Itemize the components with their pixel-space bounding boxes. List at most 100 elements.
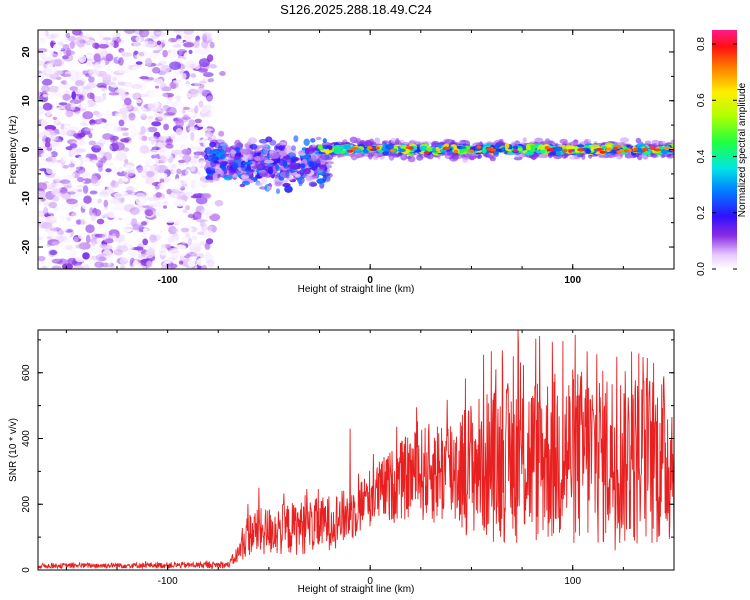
spectrogram-blob [58,229,65,236]
spectrogram-blob [103,199,109,208]
spectrogram-blob [395,138,400,145]
spectrogram-blob [118,166,123,173]
spectrogram-blob [104,122,116,126]
spectrogram-blob [167,49,172,54]
spectrogram-blob [157,113,168,121]
spectrogram-blob [194,118,202,124]
spectrogram-blob [267,166,274,175]
spectrogram-blob [38,70,43,74]
spectrogram-blob [122,132,129,137]
spectrogram-blob [93,53,101,62]
spectrogram-blob [303,138,310,146]
spectrogram-blob [201,40,209,49]
spectrogram-blob [61,155,69,165]
spectrogram-blob [98,44,109,49]
spectrogram-blob [99,151,104,159]
snr-y-ticks: 0 200 400 600 [21,339,674,573]
spectrogram-blob [87,58,94,62]
spectrogram-blob [577,148,584,152]
spectrogram-blob [82,34,92,39]
spectrogram-blob [69,61,81,67]
spectrogram-blob [185,168,190,178]
spectrogram-blob [181,236,187,245]
spectrogram-blob [155,192,162,198]
colorbar-label: Normalized spectral amplitude [737,82,748,217]
spectrogram-blob [299,152,306,156]
spectrogram-blob [75,219,88,225]
spectrogram-blob [160,182,165,186]
spectrogram-blob [423,151,430,155]
spectrogram-blob [513,156,523,161]
spectrogram-blob [273,145,278,151]
spectrogram-blob [180,83,191,92]
spectrogram-blob [188,49,193,55]
spectrogram-blob [536,150,541,154]
spectrogram-blob [137,207,144,215]
colorbar-gradient [712,30,737,269]
spectrogram-blob [78,31,84,37]
spectrogram-blob [142,193,150,201]
spectrogram-blob [38,60,45,67]
spectrogram-blob [175,118,184,128]
spectrogram-blob [390,149,396,153]
spectrogram-blob [115,202,125,211]
spectrogram-blob [598,155,606,159]
spectrogram-blob [65,80,74,85]
spectrogram-blob [197,87,206,94]
spectrogram-blob [162,200,169,206]
colorbar-tick-label: 0.8 [696,37,707,51]
spectrogram-blob [117,191,128,195]
spectrogram-blob [85,224,95,233]
spectrogram-blob [181,169,189,176]
spectrogram-blob [166,106,177,116]
spectrogram-blob [106,125,115,132]
spectrogram-blob [112,175,120,180]
spectrogram-blob [102,37,112,41]
spectrogram-blob [249,143,258,150]
spectrogram-blob [124,97,132,106]
spectrogram-blob [148,91,159,98]
spectrogram-blob [192,211,202,220]
spectrogram-blob [194,48,202,55]
spectrogram-blob [126,117,134,126]
spectrogram-blob [351,147,357,151]
spectrogram-blob [49,227,62,232]
spectrogram-blob [61,182,72,187]
spectrogram-blob [100,194,108,199]
spectrogram-blob [173,217,184,225]
spectrogram-blob [58,105,64,110]
spectrogram-blob [649,146,655,150]
spectrogram-blob [322,138,327,144]
spectrogram-blob [181,106,191,110]
spectrogram-blob [174,187,180,196]
spectrogram-blob [129,207,140,215]
spectrogram-blob [242,161,253,166]
spectrogram-blob [181,109,186,114]
spectrogram-blob [172,259,180,264]
spectrogram-blob [191,242,197,249]
spectrogram-blob [317,144,323,150]
spectrogram-blob [142,165,148,174]
spectrogram-blob [136,108,142,115]
spectrogram-blob [181,73,187,80]
spectrogram-blob [38,191,47,198]
spectrogram-blob [209,64,217,69]
spectrogram-x-label: Height of straight line (km) [298,284,415,295]
spectrogram-blob [54,179,67,184]
spectrogram-blob [118,178,124,185]
spectrogram-blob [315,158,321,165]
spectrogram-blob [54,138,62,147]
spectrogram-blob [164,218,176,223]
spectrogram-blob [244,155,249,163]
spectrogram-blob [102,133,113,140]
spectrogram-blob [49,249,58,256]
spectrogram-blob [116,245,129,253]
spectrogram-blob [259,170,268,178]
spectrogram-blob [453,149,458,153]
spectrogram-blob [266,185,272,191]
spectrogram-blob [45,66,57,75]
spectrogram-blob [220,154,226,160]
spectrogram-blob [66,198,78,205]
spectrogram-blob [78,55,87,63]
spectrogram-blob [70,171,75,180]
